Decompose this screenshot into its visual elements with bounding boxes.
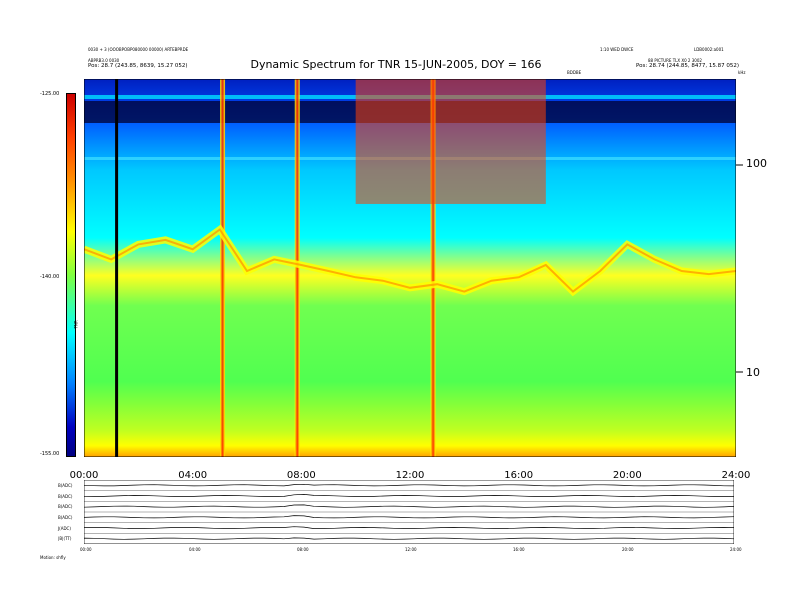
bottom-x-tick-4: 16:00 [513,547,525,552]
header-right-line3: 88 PICTURE TLX X0 2 3002 [648,58,702,63]
bottom-x-tick-0: 00:00 [80,547,92,552]
noise-band-core-line [84,228,736,293]
bottom-left-label: Motion: shfly [40,555,66,560]
trace-group [84,483,734,544]
trace-line-5 [84,537,734,540]
trace-label-4: J(ADC) [58,525,71,531]
colorbar-label: TNR [73,320,79,329]
burst-1 [294,79,300,457]
trace-line-3 [84,515,734,519]
header-left-line2: ABPRB3.0 0030 [88,58,120,63]
x-tick-1: 04:00 [178,470,208,481]
trace-label-0: B(ADC) [58,482,73,488]
magnetometer-panel [84,480,734,544]
bottom-x-tick-5: 20:00 [622,547,634,552]
burst-2 [430,79,436,457]
header-right-line1: 1:10 WED DWCE [600,47,634,52]
x-tick-3: 12:00 [395,470,425,481]
header-mid-right: BDDBE [567,70,582,75]
bottom-x-tick-1: 04:00 [189,547,201,552]
trace-label-2: B(ADC) [58,504,73,510]
x-tick-0: 00:00 [69,470,99,481]
y-tick-100: 100 [746,157,767,170]
y-tick-10: 10 [746,366,760,379]
trace-label-1: B(ADC) [58,493,73,499]
trace-line-0 [84,483,734,487]
y-axis-ticks [736,164,743,373]
colorbar-tick-top: -125.00 [40,91,60,97]
trace-label-3: B(ADC) [58,514,73,520]
trace-line-1 [84,494,734,497]
bottom-x-tick-2: 08:00 [297,547,309,552]
data-gap-line [115,79,119,457]
burst-0 [220,79,226,457]
colorbar-tick-mid: -140.00 [40,274,60,280]
bottom-x-tick-6: 24:00 [730,547,742,552]
unit-label: kHz [738,70,746,75]
header-left-line1: 0030 + 3 (OOOBPOBP080000 00000) ARTEBPRD… [88,47,189,52]
page-title: Dynamic Spectrum for TNR 15-JUN-2005, DO… [250,58,542,71]
header-left-position: Pos: 28.7 (243.85, 8639, 15.27 052) [88,63,188,69]
x-tick-2: 08:00 [286,470,316,481]
colorbar [66,93,76,457]
bottom-x-tick-3: 12:00 [405,547,417,552]
trace-line-2 [84,504,734,508]
header-right-line2: LDB0002:a001 [694,47,724,52]
spectrogram-plot [84,79,736,457]
trace-line-4 [84,526,734,529]
colorbar-tick-bottom: -155.00 [40,451,60,457]
trace-label-5: |B|(TT) [58,536,72,542]
x-tick-4: 16:00 [504,470,534,481]
intense-emission-region [355,79,546,204]
header-right-position: Pos: 28.74 (244.85, 8477, 15.87 052) [636,63,739,69]
burst-group [220,79,436,457]
x-tick-5: 20:00 [612,470,642,481]
x-tick-6: 24:00 [721,470,751,481]
